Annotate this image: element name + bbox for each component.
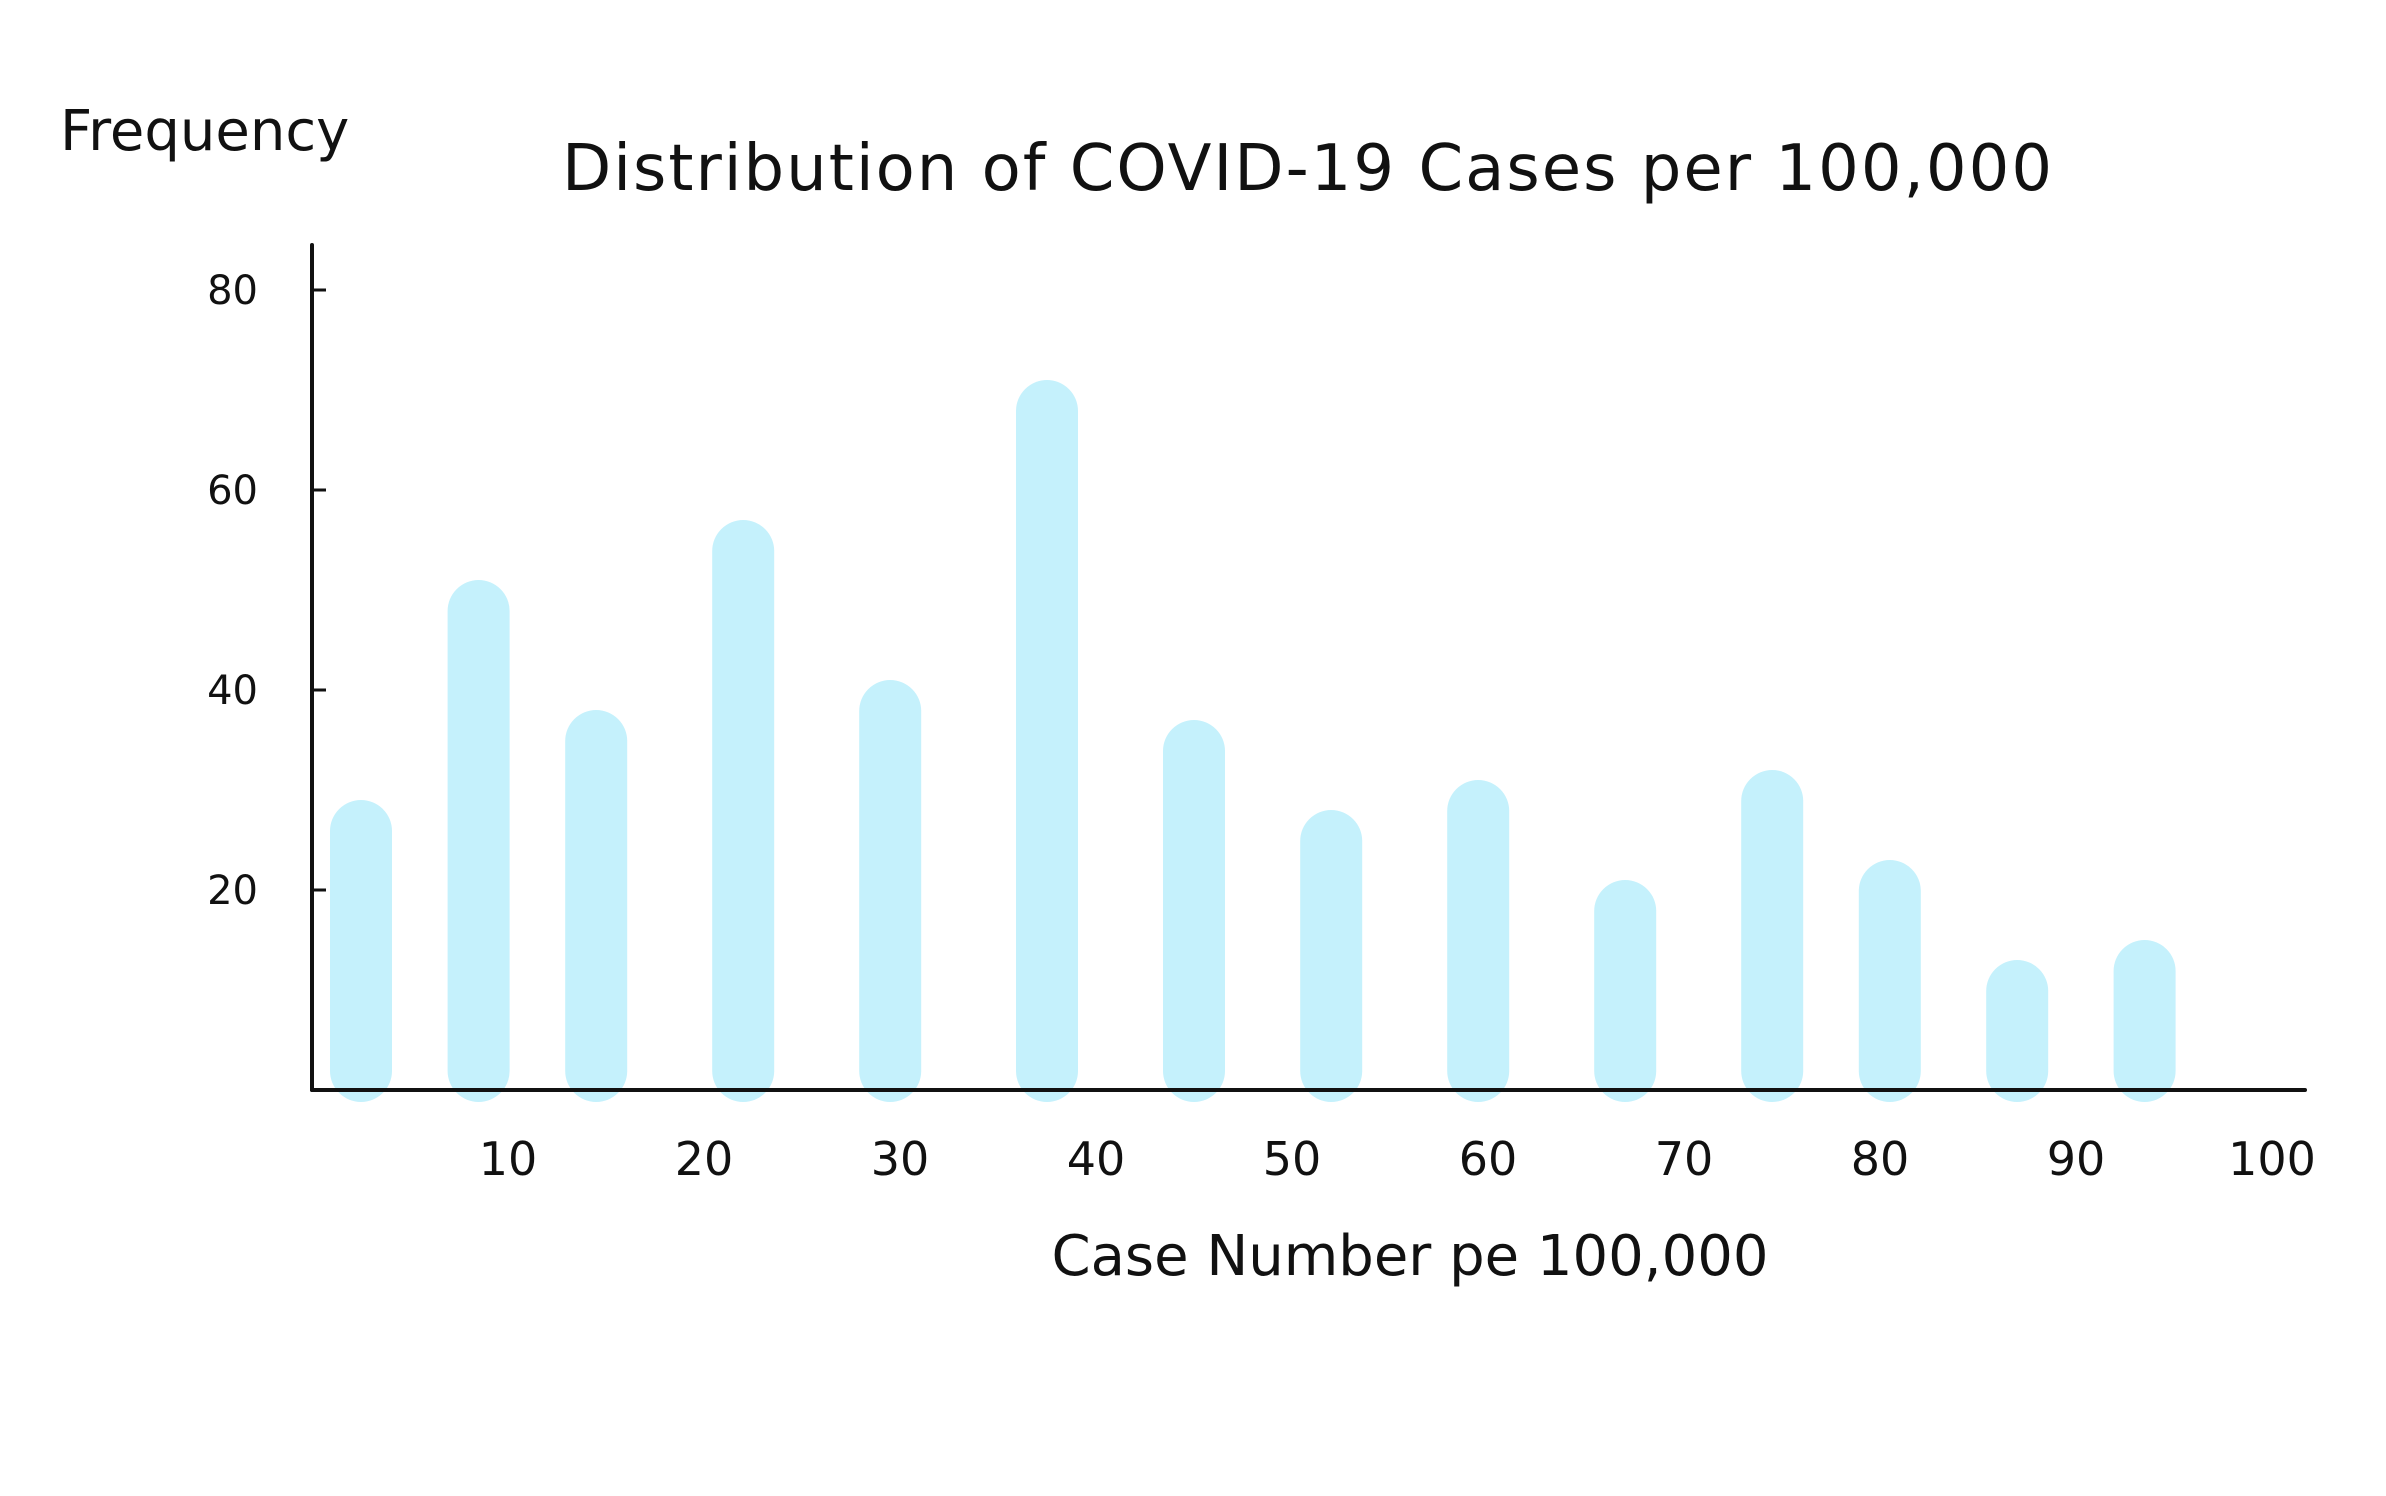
bar-12 <box>1858 860 1921 1102</box>
bar-8 <box>1300 810 1363 1102</box>
x-tick-label-40: 40 <box>1067 1132 1126 1186</box>
x-tick-label-50: 50 <box>1263 1132 1322 1186</box>
bar-1 <box>330 800 392 1102</box>
x-tick-label-60: 60 <box>1459 1132 1518 1186</box>
bar-10 <box>1594 880 1657 1102</box>
bar-2 <box>447 580 510 1102</box>
y-tick-label-40: 40 <box>207 668 258 714</box>
bar-3 <box>565 710 628 1102</box>
x-tick-label-70: 70 <box>1655 1132 1714 1186</box>
x-ticks-layer: 10 20 30 40 50 60 70 80 90 100 <box>479 1132 2316 1186</box>
bar-14 <box>2113 940 2176 1102</box>
bar-4 <box>712 520 775 1102</box>
x-tick-label-90: 90 <box>2047 1132 2106 1186</box>
x-tick-label-10: 10 <box>479 1132 538 1186</box>
x-axis-title: Case Number pe 100,000 <box>1052 1224 1769 1289</box>
x-tick-label-80: 80 <box>1851 1132 1910 1186</box>
y-axis-title: Frequency <box>60 99 349 164</box>
axes-layer <box>310 243 2307 1092</box>
y-tick-label-60: 60 <box>207 468 258 514</box>
y-tick-label-20: 20 <box>207 868 258 914</box>
bar-5 <box>859 680 922 1102</box>
x-tick-label-30: 30 <box>871 1132 930 1186</box>
y-tick-label-80: 80 <box>207 268 258 314</box>
bar-6 <box>1016 380 1078 1102</box>
chart-title: Distribution of COVID-19 Cases per 100,0… <box>562 132 2054 206</box>
x-tick-label-20: 20 <box>675 1132 734 1186</box>
bar-11 <box>1741 770 1804 1102</box>
bars-layer <box>330 380 2176 1102</box>
x-tick-label-100: 100 <box>2228 1132 2316 1186</box>
bar-7 <box>1163 720 1225 1102</box>
y-ticks-layer: 20 40 60 80 <box>207 268 326 914</box>
bar-9 <box>1447 780 1510 1102</box>
bar-13 <box>1986 960 2049 1102</box>
